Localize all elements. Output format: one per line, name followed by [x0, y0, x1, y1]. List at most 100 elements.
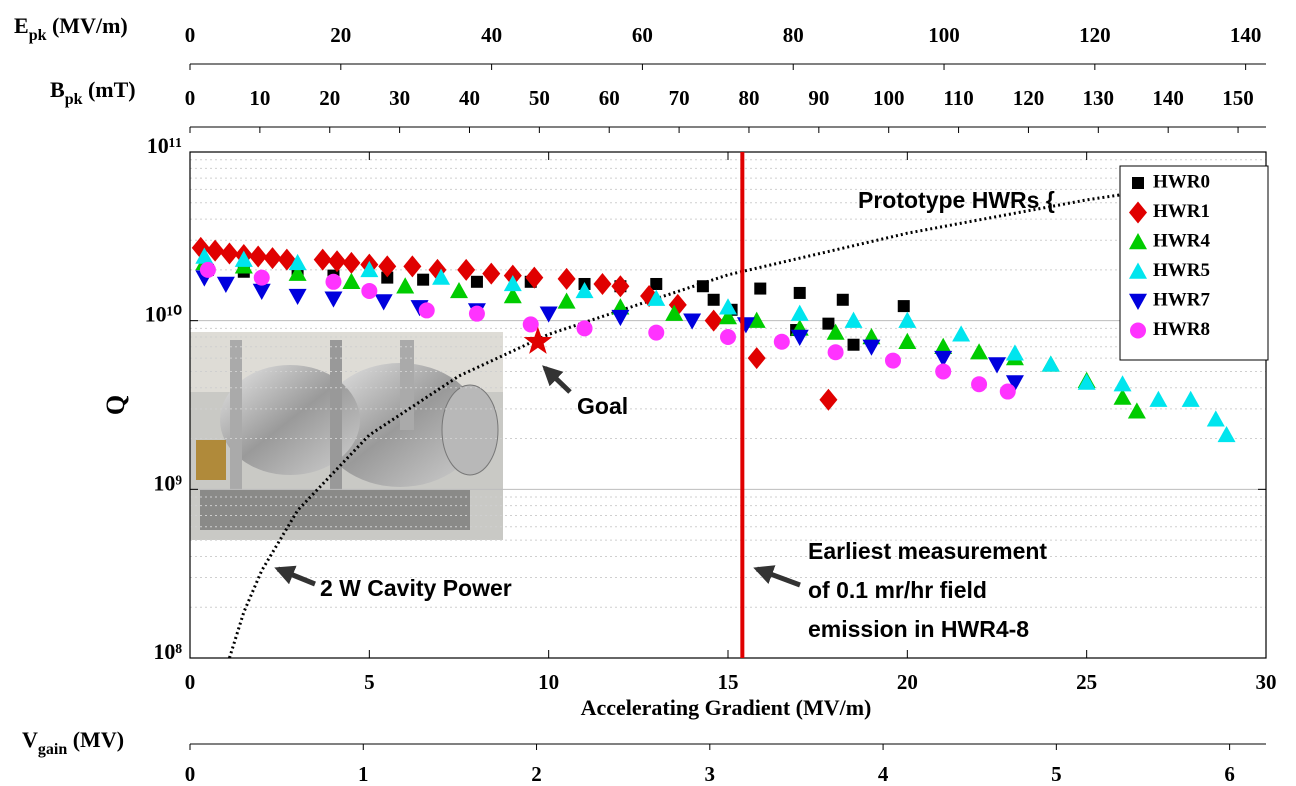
axis-tick-label: 1	[358, 762, 369, 786]
data-point	[450, 281, 468, 299]
data-point	[826, 323, 845, 340]
data-point	[482, 262, 501, 285]
data-point	[720, 329, 736, 346]
axis-tick-label: 150	[1222, 86, 1254, 110]
data-point	[898, 332, 917, 349]
data-point	[647, 289, 666, 306]
axis-tick-label: 40	[459, 86, 480, 110]
data-point	[328, 250, 347, 273]
data-point	[557, 267, 576, 290]
data-point	[665, 304, 684, 321]
data-point	[220, 242, 239, 265]
data-point	[1113, 375, 1132, 392]
axis-tick-label: 5	[1051, 762, 1062, 786]
axis-tick-label: 130	[1083, 86, 1115, 110]
data-point	[1217, 425, 1236, 443]
data-point	[822, 317, 835, 330]
data-point	[378, 255, 397, 278]
data-point	[277, 248, 296, 271]
data-point	[1127, 402, 1146, 419]
axis-tick-label: 50	[529, 86, 550, 110]
arrow	[753, 565, 801, 588]
legend-marker	[1129, 233, 1147, 250]
axis-tick-label: 80	[783, 23, 804, 47]
x-tick-label: 5	[364, 670, 375, 694]
axis-tick-label: 6	[1224, 762, 1235, 786]
axis-tick-label: 120	[1079, 23, 1111, 47]
data-point	[1113, 388, 1132, 405]
data-point	[288, 264, 307, 281]
x-tick-label: 15	[718, 670, 739, 694]
arrow	[542, 365, 572, 394]
data-point	[707, 293, 720, 306]
data-point	[593, 272, 612, 295]
data-point	[575, 281, 594, 299]
data-point	[360, 260, 379, 278]
data-point	[790, 329, 809, 347]
axis-label-part: (MV/m)	[46, 13, 127, 38]
data-point	[934, 337, 953, 354]
data-point	[418, 302, 435, 319]
y-tick-label: 10⁸	[153, 639, 182, 664]
axis-label-part: E	[14, 13, 29, 38]
x-tick-label: 10	[538, 670, 559, 694]
data-point	[999, 383, 1016, 400]
data-point	[648, 324, 665, 341]
data-point	[288, 253, 307, 271]
data-point	[611, 309, 630, 327]
axis-tick-label: 20	[330, 23, 351, 47]
data-point	[216, 276, 235, 293]
data-point	[468, 305, 485, 322]
data-point	[342, 251, 361, 274]
data-point	[773, 333, 790, 350]
data-point	[470, 275, 483, 288]
legend-marker	[1129, 262, 1147, 279]
y-tick-label: 10¹¹	[147, 133, 182, 158]
data-point	[970, 343, 989, 360]
x-tick-label: 25	[1076, 670, 1097, 694]
x-tick-label: 0	[185, 670, 196, 694]
legend-label: HWR4	[1153, 230, 1211, 251]
data-point	[754, 282, 767, 295]
data-point	[683, 313, 702, 330]
axis-label-part: B	[50, 77, 65, 102]
data-point	[1181, 390, 1200, 407]
axis-tick-label: 3	[705, 762, 716, 786]
data-point	[195, 247, 214, 264]
axis-label: Vgain (MV)	[22, 727, 124, 758]
data-point	[234, 250, 253, 267]
data-point	[396, 277, 415, 294]
data-point	[457, 258, 476, 281]
data-point	[836, 293, 849, 306]
axis-tick-label: 140	[1152, 86, 1184, 110]
data-point	[1206, 410, 1225, 427]
data-point	[971, 376, 988, 393]
legend-label: HWR7	[1153, 289, 1211, 310]
axis-tick-label: 100	[873, 86, 905, 110]
data-point	[381, 271, 394, 284]
data-point	[1005, 375, 1024, 392]
axis-tick-label: 60	[632, 23, 653, 47]
data-point	[557, 292, 576, 309]
data-point	[747, 347, 766, 370]
data-point	[696, 280, 709, 293]
axis-tick-label: 90	[808, 86, 829, 110]
axis-tick-label: 10	[249, 86, 270, 110]
axis-tick-label: 80	[738, 86, 759, 110]
data-point	[525, 266, 544, 289]
data-point	[1005, 344, 1024, 361]
data-point	[249, 245, 268, 268]
data-point	[1149, 390, 1168, 407]
data-point	[522, 316, 539, 333]
data-point	[576, 320, 593, 337]
x-tick-label: 30	[1256, 670, 1277, 694]
axis-tick-label: 70	[669, 86, 690, 110]
plot-frame	[189, 151, 1267, 659]
data-point	[1077, 373, 1096, 390]
data-point	[253, 269, 270, 286]
axis-label-part: gain	[38, 741, 67, 758]
data-point	[793, 286, 806, 299]
data-point	[704, 309, 723, 332]
axis-tick-label: 140	[1230, 23, 1262, 47]
